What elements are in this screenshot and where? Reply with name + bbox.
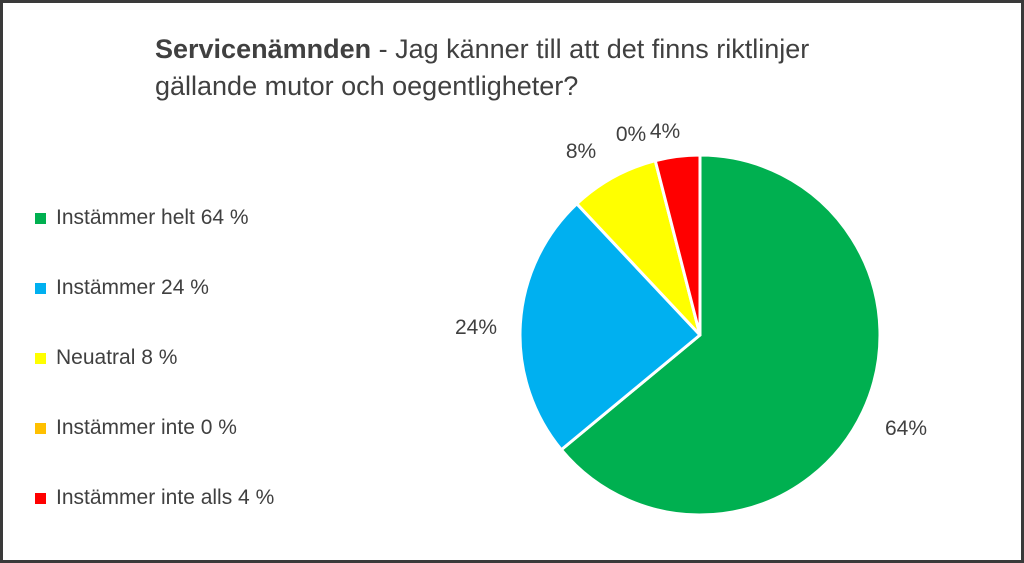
chart-title-rest: - Jag känner till att det finns riktlinj…	[155, 34, 810, 101]
legend-label: Instämmer 24 %	[56, 276, 209, 299]
legend-label: Instämmer inte 0 %	[56, 416, 237, 439]
legend-swatch	[35, 213, 46, 224]
legend-item-instammer-inte-alls: Instämmer inte alls 4 %	[35, 481, 435, 551]
data-label-instammer: 24%	[455, 316, 497, 339]
legend-swatch	[35, 283, 46, 294]
legend-item-instammer-helt: Instämmer helt 64 %	[35, 201, 435, 271]
pie-slice-instammer	[518, 202, 702, 452]
data-label-instammer-inte-alls: 4%	[650, 120, 680, 143]
legend-swatch	[35, 353, 46, 364]
chart-title-bold: Servicenämnden	[155, 34, 372, 64]
pie-slice-instammer-helt	[559, 153, 882, 517]
legend-label: Instämmer helt 64 %	[56, 206, 249, 229]
data-label-neutral: 8%	[566, 140, 596, 163]
legend: Instämmer helt 64 % Instämmer 24 % Neuat…	[35, 201, 435, 551]
pie-slice-neutral	[575, 159, 702, 337]
chart-title: Servicenämnden - Jag känner till att det…	[155, 31, 915, 105]
legend-label: Instämmer inte alls 4 %	[56, 486, 275, 509]
data-label-instammer-inte: 0%	[616, 123, 646, 146]
legend-label: Neuatral 8 %	[56, 346, 178, 369]
data-label-instammer-helt: 64%	[885, 417, 927, 440]
legend-item-instammer-inte: Instämmer inte 0 %	[35, 411, 435, 481]
legend-swatch	[35, 493, 46, 504]
legend-item-neutral: Neuatral 8 %	[35, 341, 435, 411]
legend-swatch	[35, 423, 46, 434]
pie-chart: 64% 24% 8% 0% 4%	[455, 120, 927, 517]
legend-item-instammer: Instämmer 24 %	[35, 271, 435, 341]
pie-slice-instammer-inte-alls	[653, 153, 702, 337]
